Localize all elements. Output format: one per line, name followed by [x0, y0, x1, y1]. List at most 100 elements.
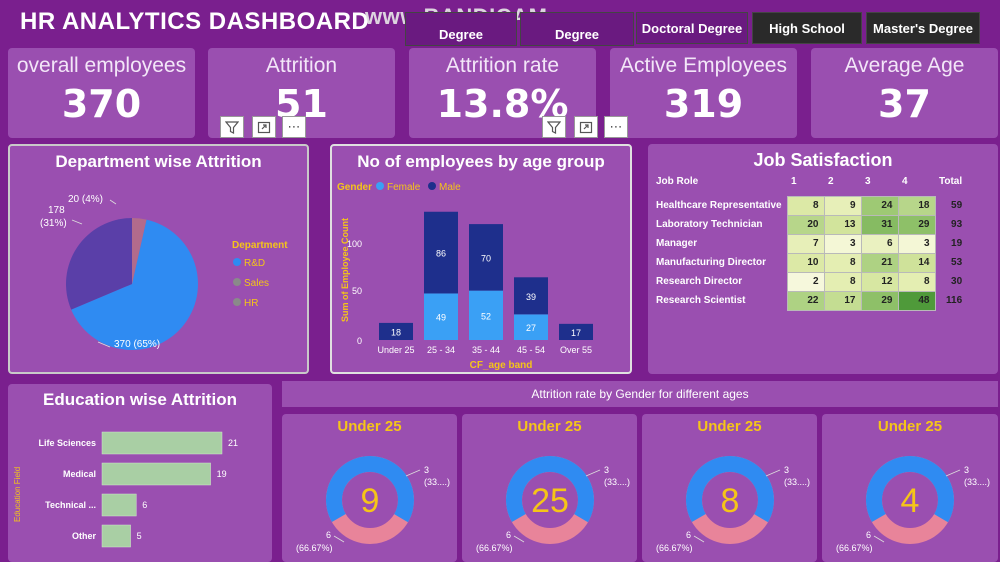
dept-attrition-panel[interactable]: Department wise Attrition 370 (65%) 178 … — [8, 144, 309, 374]
donut-segment-big[interactable] — [861, 451, 959, 549]
matrix-cell: 24 — [860, 195, 899, 216]
education-attrition-title: Education wise Attrition — [43, 390, 237, 409]
donut-segment-big[interactable] — [681, 451, 779, 549]
edu-bar-value: 19 — [217, 469, 227, 479]
kpi-label: Attrition rate — [445, 54, 560, 77]
matrix-cell: 7 — [786, 233, 825, 254]
bar-male-0[interactable] — [379, 322, 413, 340]
matrix-cell: 17 — [823, 290, 862, 311]
bar-male-3[interactable] — [514, 277, 548, 315]
matrix-row[interactable]: Laboratory Technician 20 13 31 29 93 — [652, 214, 966, 235]
age-y-axis-label: Sum of Employee Count — [340, 218, 350, 322]
age-xtick-3: 45 - 54 — [517, 345, 545, 355]
matrix-total: 59 — [951, 200, 963, 211]
donut-card-4[interactable]: Under 25 4 3 (33....) 6 (66.67%) — [822, 414, 998, 562]
job-satisfaction-title: Job Satisfaction — [753, 150, 893, 170]
age-xtick-0: Under 25 — [377, 345, 414, 355]
donut-big-count: 6 — [686, 530, 691, 540]
kpi-label: Attrition — [265, 54, 338, 77]
bar-male-2[interactable] — [469, 224, 503, 291]
edu-category-label: Life Sciences — [38, 438, 96, 448]
matrix-header-row: Job Role 1 2 3 4 Total — [652, 172, 966, 191]
donut-arcs — [326, 456, 414, 544]
bar-female-3[interactable] — [514, 314, 548, 340]
gender-ages-banner: Attrition rate by Gender for different a… — [282, 381, 998, 407]
pie-slice-sales[interactable] — [65, 218, 132, 310]
matrix-role: Laboratory Technician — [656, 219, 763, 230]
age-group-panel[interactable]: No of employees by age group Gender Fema… — [330, 144, 632, 374]
donut-small-count: 3 — [604, 465, 609, 475]
kpi-average-age: Average Age 37 — [811, 48, 998, 138]
edu-bar[interactable] — [101, 524, 131, 548]
matrix-cell: 13 — [823, 214, 862, 235]
matrix-row[interactable]: Manager 7 3 6 3 19 — [652, 233, 966, 254]
kpi-active-employees: Active Employees 319 — [610, 48, 797, 138]
slicer-degree-1[interactable]: Degree — [405, 12, 517, 46]
slicer-degree-2[interactable]: Degree — [520, 12, 634, 46]
slicer-masters-degree[interactable]: Master's Degree — [866, 12, 980, 44]
age-legend-female: Female — [387, 182, 421, 193]
pie-slice-hr[interactable] — [132, 218, 147, 284]
donut-small-count: 3 — [424, 465, 429, 475]
more-options-icon[interactable]: ⋯ — [604, 116, 628, 138]
matrix-row[interactable]: Research Director 2 8 12 8 30 — [652, 271, 966, 292]
matrix-role: Healthcare Representative — [656, 200, 782, 211]
donut-card-1[interactable]: Under 25 9 3 (33....) 6 (66.67%) — [282, 414, 457, 562]
matrix-cell: 3 — [823, 233, 862, 254]
bar-label-male-3: 39 — [526, 292, 536, 302]
matrix-total: 116 — [946, 295, 963, 306]
job-satisfaction-matrix: Job Role 1 2 3 4 Total Healthcare Repres… — [652, 172, 966, 311]
matrix-cell: 29 — [860, 290, 899, 311]
focus-mode-icon[interactable] — [252, 116, 276, 138]
edu-bar[interactable] — [101, 462, 211, 486]
matrix-cell: 20 — [786, 214, 825, 235]
pie-label-sales-pct: (31%) — [40, 218, 67, 229]
bar-male-1[interactable] — [424, 211, 458, 294]
matrix-cell: 9 — [823, 195, 862, 216]
matrix-role: Manufacturing Director — [656, 257, 767, 268]
matrix-row[interactable]: Research Scientist 22 17 29 48 116 — [652, 290, 966, 311]
donut-title: Under 25 — [697, 418, 762, 435]
legend-dot-rd — [233, 258, 241, 266]
donut-segment-big[interactable] — [501, 451, 599, 549]
kpi-label: overall employees — [16, 54, 187, 77]
matrix-header: 4 — [902, 176, 908, 187]
bar-female-2[interactable] — [469, 290, 503, 340]
pie-slice-rd[interactable] — [71, 219, 198, 350]
age-xtick-4: Over 55 — [560, 345, 592, 355]
age-xtick-1: 25 - 34 — [427, 345, 455, 355]
donut-arcs — [501, 451, 599, 549]
bar-female-1[interactable] — [424, 293, 458, 340]
matrix-header: 1 — [791, 176, 797, 187]
matrix-cell: 31 — [860, 214, 899, 235]
bar-label-male-2: 70 — [481, 253, 491, 263]
matrix-row[interactable]: Healthcare Representative 8 9 24 18 59 — [652, 195, 966, 216]
matrix-header: Total — [939, 176, 963, 187]
filter-icon[interactable] — [542, 116, 566, 138]
filter-icon[interactable] — [220, 116, 244, 138]
edu-bar[interactable] — [101, 431, 223, 455]
slicer-doctoral-degree[interactable]: Doctoral Degree — [636, 12, 748, 44]
matrix-role: Manager — [656, 238, 698, 249]
donut-card-2[interactable]: Under 25 25 3 (33....) 6 (66.67%) — [462, 414, 637, 562]
edu-category-label: Medical — [63, 469, 96, 479]
job-satisfaction-panel[interactable]: Job Satisfaction Job Role 1 2 3 4 Total … — [648, 144, 998, 374]
edu-bar-value: 6 — [142, 500, 147, 510]
donut-card-3[interactable]: Under 25 8 3 (33....) 6 (66.67%) — [642, 414, 817, 562]
focus-mode-icon[interactable] — [574, 116, 598, 138]
donut-big-pct: (66.67%) — [836, 543, 873, 553]
slicer-high-school[interactable]: High School — [752, 12, 862, 44]
edu-bar[interactable] — [101, 493, 137, 517]
bar-label-male-1: 86 — [436, 249, 446, 259]
more-options-icon[interactable]: ⋯ — [282, 116, 306, 138]
bar-male-4[interactable] — [559, 323, 593, 340]
matrix-total: 53 — [951, 257, 963, 268]
matrix-cell: 6 — [860, 233, 899, 254]
donut-small-count: 3 — [964, 465, 969, 475]
education-attrition-panel[interactable]: Education wise Attrition Education Field… — [8, 384, 272, 562]
matrix-row[interactable]: Manufacturing Director 10 8 21 14 53 — [652, 252, 966, 273]
edu-bar-value: 21 — [228, 438, 238, 448]
donut-small-pct: (33....) — [604, 477, 630, 487]
matrix-total: 93 — [951, 219, 963, 230]
matrix-total: 19 — [951, 238, 963, 249]
